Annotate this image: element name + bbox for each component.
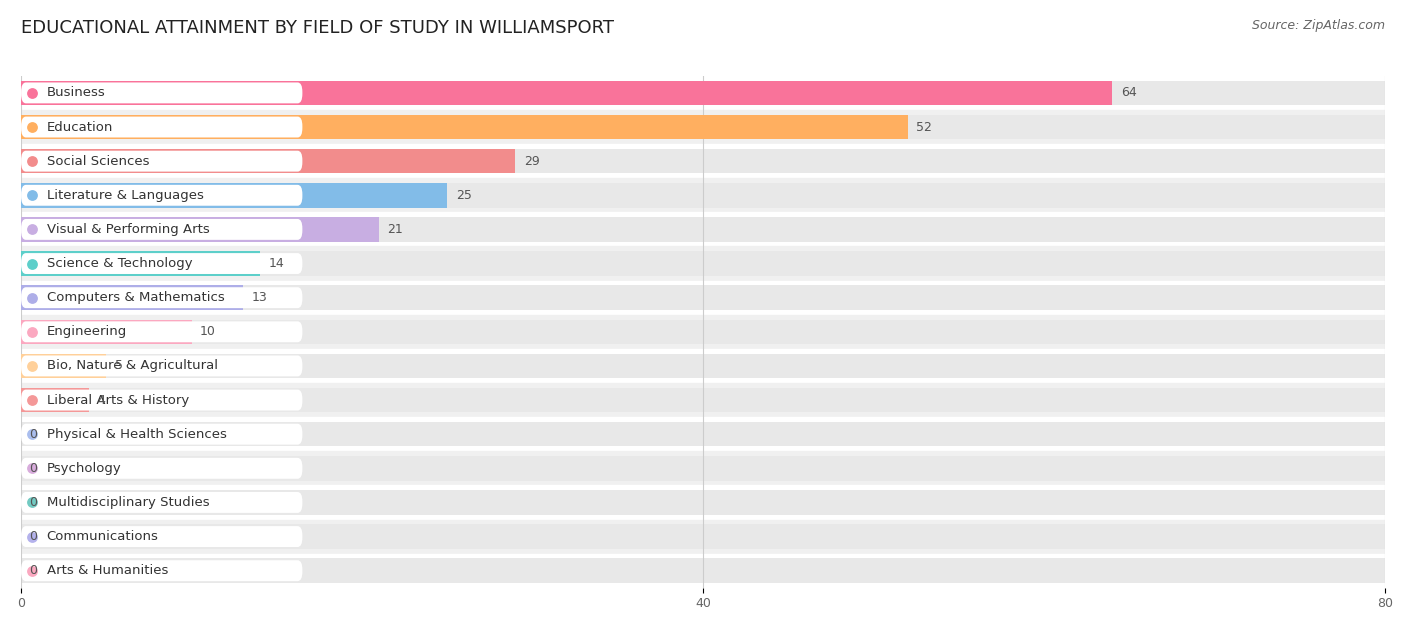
Bar xyxy=(21,388,1385,412)
Bar xyxy=(21,320,191,344)
Bar xyxy=(21,388,90,412)
Text: 5: 5 xyxy=(115,360,122,372)
Bar xyxy=(21,451,1385,485)
Text: Arts & Humanities: Arts & Humanities xyxy=(46,564,169,577)
Text: 4: 4 xyxy=(98,394,105,406)
Bar xyxy=(21,286,243,310)
Text: Literature & Languages: Literature & Languages xyxy=(46,189,204,202)
FancyBboxPatch shape xyxy=(21,82,302,104)
Text: 0: 0 xyxy=(30,564,38,577)
FancyBboxPatch shape xyxy=(21,150,302,172)
Bar xyxy=(21,178,1385,212)
Bar xyxy=(21,320,1385,344)
Bar xyxy=(21,212,1385,246)
Bar xyxy=(21,286,1385,310)
Bar xyxy=(21,183,447,207)
Text: 64: 64 xyxy=(1121,87,1136,99)
Bar xyxy=(21,217,1385,241)
FancyBboxPatch shape xyxy=(21,185,302,206)
Text: Computers & Mathematics: Computers & Mathematics xyxy=(46,291,225,304)
Bar xyxy=(21,281,1385,315)
Bar xyxy=(21,115,908,139)
Text: Visual & Performing Arts: Visual & Performing Arts xyxy=(46,223,209,236)
FancyBboxPatch shape xyxy=(21,389,302,411)
FancyBboxPatch shape xyxy=(21,458,302,479)
Text: Social Sciences: Social Sciences xyxy=(46,155,149,167)
FancyBboxPatch shape xyxy=(21,355,302,377)
Text: 0: 0 xyxy=(30,496,38,509)
Bar xyxy=(21,183,1385,207)
Bar xyxy=(21,354,1385,378)
Bar xyxy=(21,115,1385,139)
Text: Psychology: Psychology xyxy=(46,462,121,475)
Text: 14: 14 xyxy=(269,257,284,270)
Bar xyxy=(21,252,260,276)
FancyBboxPatch shape xyxy=(21,253,302,274)
Text: Business: Business xyxy=(46,87,105,99)
FancyBboxPatch shape xyxy=(21,526,302,547)
Text: 25: 25 xyxy=(456,189,471,202)
FancyBboxPatch shape xyxy=(21,560,302,581)
FancyBboxPatch shape xyxy=(21,287,302,308)
Text: Physical & Health Sciences: Physical & Health Sciences xyxy=(46,428,226,441)
Text: 0: 0 xyxy=(30,462,38,475)
Bar xyxy=(21,354,107,378)
Text: Liberal Arts & History: Liberal Arts & History xyxy=(46,394,188,406)
FancyBboxPatch shape xyxy=(21,219,302,240)
Text: 13: 13 xyxy=(252,291,267,304)
Bar xyxy=(21,554,1385,588)
Bar xyxy=(21,217,380,241)
Bar xyxy=(21,81,1385,105)
Bar xyxy=(21,252,1385,276)
Bar xyxy=(21,485,1385,520)
Bar xyxy=(21,81,1112,105)
Text: 52: 52 xyxy=(917,121,932,133)
Text: 10: 10 xyxy=(200,325,217,338)
Text: 0: 0 xyxy=(30,428,38,441)
Bar xyxy=(21,349,1385,383)
Text: Engineering: Engineering xyxy=(46,325,127,338)
Text: Bio, Nature & Agricultural: Bio, Nature & Agricultural xyxy=(46,360,218,372)
Bar xyxy=(21,246,1385,281)
Bar xyxy=(21,559,1385,583)
Text: 21: 21 xyxy=(388,223,404,236)
Text: 0: 0 xyxy=(30,530,38,543)
Bar xyxy=(21,110,1385,144)
Bar xyxy=(21,315,1385,349)
FancyBboxPatch shape xyxy=(21,492,302,513)
Bar xyxy=(21,520,1385,554)
Bar xyxy=(21,144,1385,178)
Bar xyxy=(21,422,1385,446)
Text: Source: ZipAtlas.com: Source: ZipAtlas.com xyxy=(1251,19,1385,32)
Bar xyxy=(21,417,1385,451)
Text: Communications: Communications xyxy=(46,530,159,543)
Text: EDUCATIONAL ATTAINMENT BY FIELD OF STUDY IN WILLIAMSPORT: EDUCATIONAL ATTAINMENT BY FIELD OF STUDY… xyxy=(21,19,614,37)
Bar xyxy=(21,149,1385,173)
Text: Science & Technology: Science & Technology xyxy=(46,257,193,270)
Bar xyxy=(21,383,1385,417)
Bar xyxy=(21,490,1385,514)
Bar xyxy=(21,76,1385,110)
Bar xyxy=(21,456,1385,480)
FancyBboxPatch shape xyxy=(21,116,302,138)
FancyBboxPatch shape xyxy=(21,321,302,343)
FancyBboxPatch shape xyxy=(21,423,302,445)
Bar xyxy=(21,525,1385,549)
Text: Education: Education xyxy=(46,121,112,133)
Bar xyxy=(21,149,516,173)
Text: 29: 29 xyxy=(524,155,540,167)
Text: Multidisciplinary Studies: Multidisciplinary Studies xyxy=(46,496,209,509)
